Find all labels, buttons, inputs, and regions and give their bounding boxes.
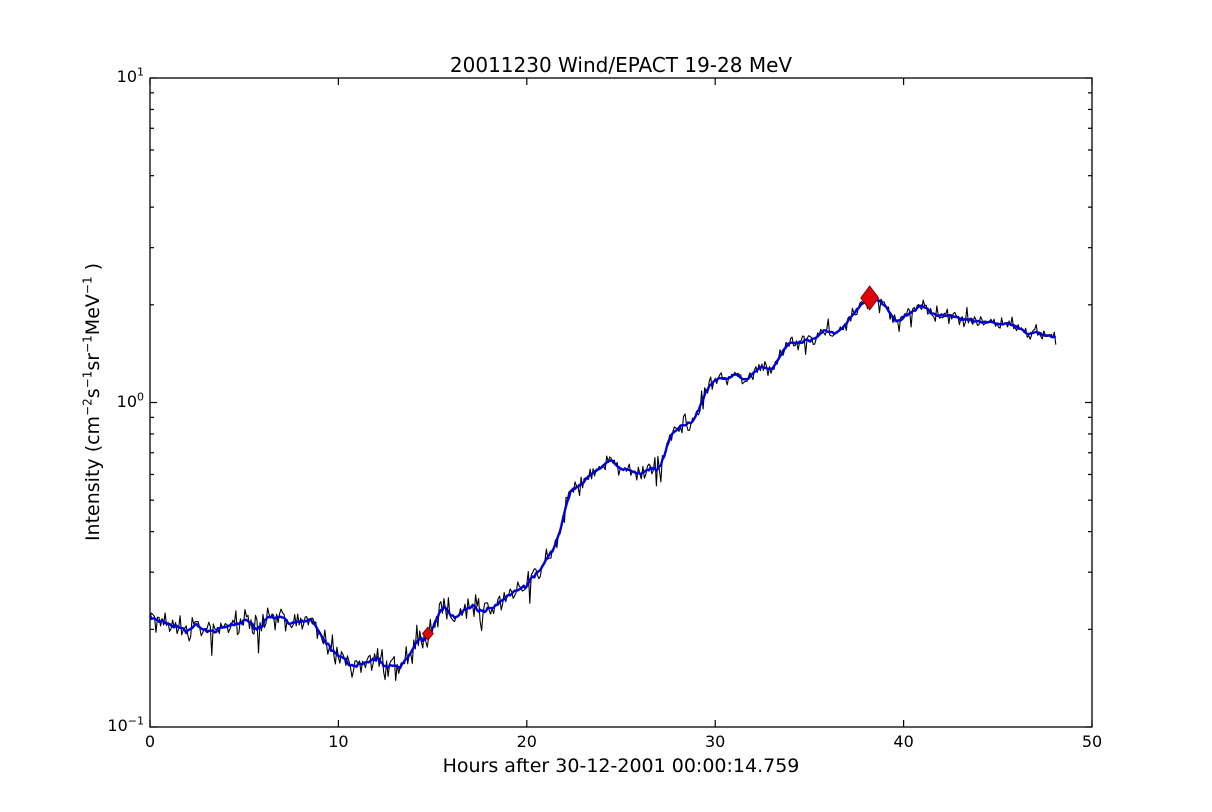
x-tick-label: 10 <box>328 732 349 751</box>
x-tick-label: 20 <box>516 732 537 751</box>
x-tick-label: 50 <box>1081 732 1103 751</box>
y-tick-label: 100 <box>116 390 144 411</box>
chart-title: 20011230 Wind/EPACT 19-28 MeV <box>449 53 793 77</box>
onset-marker <box>421 626 434 641</box>
y-tick-label: 10−1 <box>107 714 144 735</box>
y-tick-label: 101 <box>116 65 144 86</box>
x-axis-label: Hours after 30-12-2001 00:00:14.759 <box>442 755 800 777</box>
raw-series-line <box>149 293 1057 682</box>
x-tick-label: 0 <box>144 732 156 751</box>
axis-ticks <box>149 77 1093 728</box>
peak-marker <box>860 285 880 311</box>
plot-frame <box>149 77 1093 728</box>
x-tick-label: 40 <box>893 732 914 751</box>
x-tick-label: 30 <box>705 732 726 751</box>
smoothed-series-line <box>148 296 1056 670</box>
